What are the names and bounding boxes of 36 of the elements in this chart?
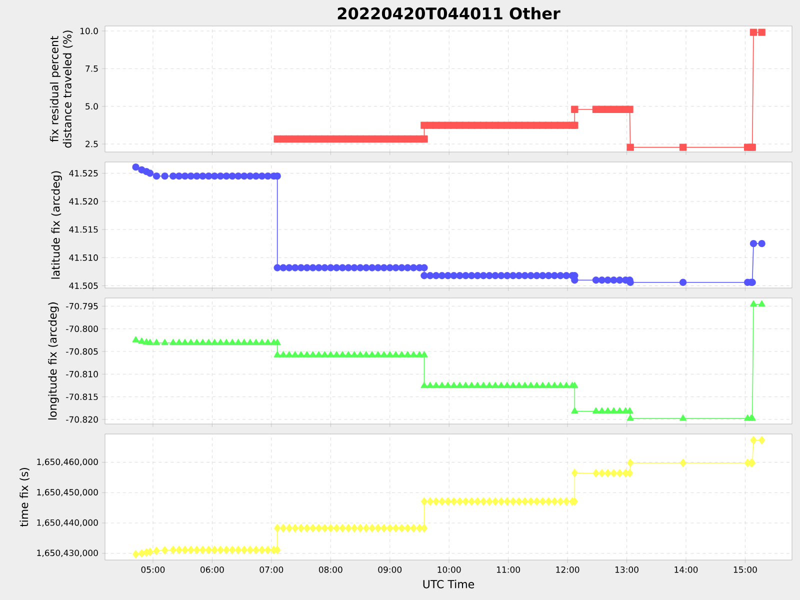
y-tick-label: 5.0 [86,103,98,110]
y-tick-label: 1,650,440,000 [37,519,98,527]
x-tick-label: 09:00 [378,566,402,573]
x-axis-title: UTC Time [423,580,474,588]
y-tick-label: 41.510 [69,254,98,261]
y-tick-label: 1,650,450,000 [37,489,98,496]
y-tick-label: -70.795 [66,302,98,310]
x-tick-label: 05:00 [141,566,165,573]
y-axis-title: time fix (s) [20,468,30,527]
x-tick-label: 14:00 [674,566,698,573]
y-tick-label: 41.515 [69,226,98,233]
y-tick-label: -70.810 [66,370,98,378]
y-tick-label: -70.800 [66,326,98,332]
y-tick-label: -70.815 [66,394,98,400]
y-axis-title: fix residual percent distance traveled (%) [50,30,73,148]
x-tick-label: 08:00 [318,566,342,573]
y-tick-label: 1,650,430,000 [37,550,98,557]
y-axis-title: latitude fix (arcdeg) [51,171,62,279]
y-tick-label: 41.525 [69,170,98,176]
chart-title: 20220420T044011 Other [338,7,560,20]
x-tick-label: 10:00 [438,566,461,573]
x-tick-label: 07:00 [260,566,284,573]
x-tick-label: 06:00 [200,566,224,573]
x-tick-label: 12:00 [556,566,580,573]
x-tick-label: 13:00 [615,566,638,573]
y-tick-label: 10.0 [80,28,98,34]
y-tick-label: -70.805 [66,348,98,355]
y-tick-label: 7.5 [86,65,98,72]
x-tick-label: 15:00 [734,566,757,573]
y-tick-label: 41.505 [69,282,98,289]
y-axis-title: longitude fix (arcdeg) [48,302,59,420]
y-tick-label: 1,650,460,000 [37,458,98,466]
y-tick-label: 2.5 [86,140,98,148]
y-tick-label: 41.520 [69,198,98,205]
y-tick-label: -70.820 [66,416,98,423]
x-tick-label: 11:00 [497,566,520,573]
